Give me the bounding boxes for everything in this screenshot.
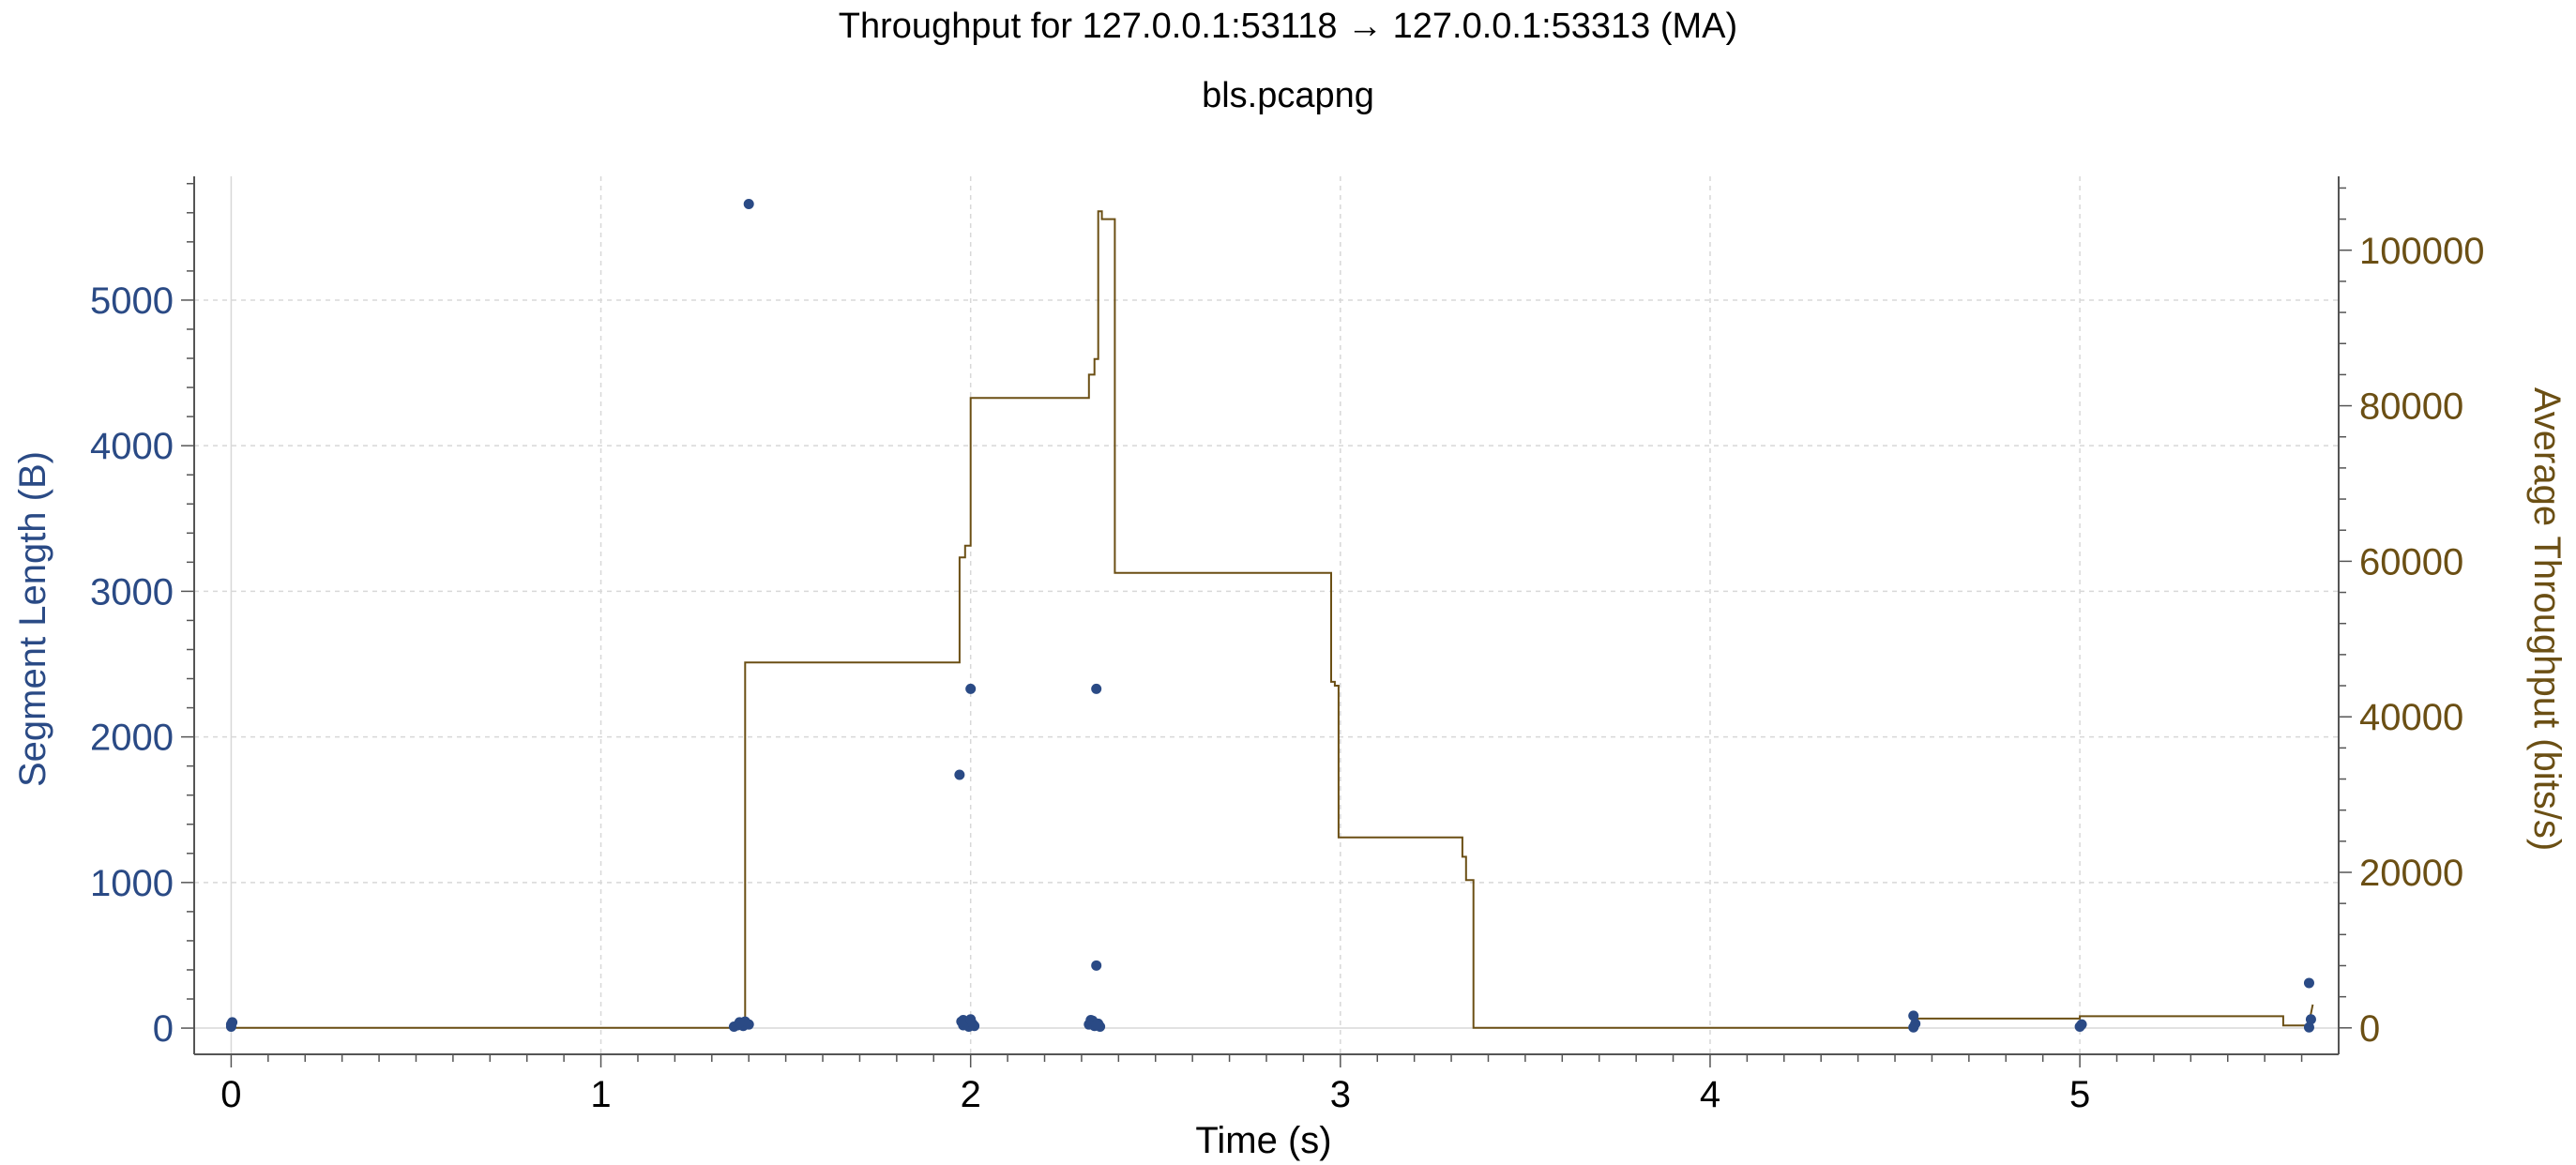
segment-point	[734, 1017, 745, 1028]
chart-subtitle: bls.pcapng	[1202, 76, 1374, 115]
y2-tick-label: 60000	[2359, 541, 2463, 582]
segment-point	[965, 1014, 977, 1025]
segment-point	[2303, 977, 2314, 989]
segment-point	[1091, 960, 1102, 971]
x-tick-label: 0	[220, 1074, 241, 1115]
y-tick-label: 3000	[90, 571, 174, 613]
plot-frame	[193, 176, 2340, 1055]
segment-point	[956, 1016, 967, 1027]
segment-point	[227, 1017, 238, 1028]
x-tick-label: 1	[590, 1074, 611, 1115]
chart-title: Throughput for 127.0.0.1:53118 → 127.0.0…	[839, 7, 1737, 46]
x-tick-label: 3	[1330, 1074, 1351, 1115]
y2-axis-label: Average Throughput (bits/s)	[2526, 387, 2568, 851]
segment-point	[2303, 1021, 2314, 1033]
y-tick-label: 2000	[90, 718, 174, 759]
segment-point	[1908, 1010, 1919, 1021]
y-axis-label: Segment Length (B)	[12, 451, 53, 787]
grid-lines	[194, 176, 2339, 1054]
x-tick-label: 4	[1700, 1074, 1720, 1115]
segment-point	[2305, 1014, 2316, 1025]
segment-length-series	[225, 198, 2316, 1033]
throughput-series	[231, 210, 2314, 1029]
x-tick-label: 2	[961, 1074, 981, 1115]
segment-point	[1910, 1018, 1921, 1029]
x-axis-label: Time (s)	[1195, 1120, 1331, 1161]
y-tick-label: 0	[153, 1008, 174, 1050]
y2-tick-label: 100000	[2359, 231, 2484, 272]
segment-point	[965, 683, 977, 694]
segment-point	[954, 769, 965, 780]
y2-tick-label: 0	[2359, 1008, 2380, 1050]
segment-point	[743, 198, 754, 209]
throughput-line	[231, 210, 2314, 1029]
segment-point	[1091, 683, 1102, 694]
y-tick-label: 1000	[90, 863, 174, 904]
y2-tick-label: 20000	[2359, 853, 2463, 894]
y2-tick-label: 80000	[2359, 386, 2463, 428]
segment-point	[1091, 1020, 1102, 1031]
y2-tick-label: 40000	[2359, 697, 2463, 738]
axis-ticks: 0 1 2 3 4 5 0 1000 2000 3000 4000 5000 0 20000 40000 60…	[90, 183, 2484, 1115]
y-tick-label: 4000	[90, 426, 174, 467]
x-tick-label: 5	[2069, 1074, 2090, 1115]
y-tick-label: 5000	[90, 280, 174, 322]
segment-point	[2076, 1019, 2087, 1030]
